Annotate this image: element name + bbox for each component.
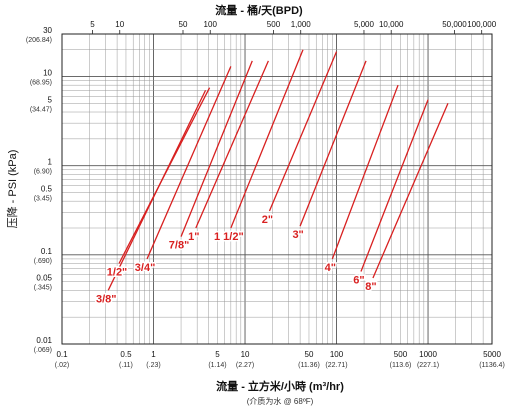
top-axis: 5 10 50 100 500 1,000 5,000 10,000 50,000 100,000 — [90, 20, 497, 34]
x-tick-sublabel: (.23) — [146, 362, 160, 369]
series-line — [180, 60, 253, 237]
x-tick-label: 0.1 — [56, 350, 68, 359]
series-label: 3" — [292, 229, 303, 241]
top-tick-label: 10,000 — [379, 20, 404, 29]
series-lines — [107, 49, 449, 291]
x-tick-label: 10 — [241, 350, 250, 359]
x-tick-sublabel: (1.14) — [208, 362, 226, 369]
top-tick-label: 5,000 — [354, 20, 375, 29]
x-axis-note: (介质为水 @ 68ºF) — [247, 396, 314, 406]
series-line — [230, 49, 304, 229]
y-tick-label: 5 — [48, 95, 53, 104]
series-line — [268, 51, 338, 212]
series-label: 3/4" — [135, 262, 156, 274]
series-line — [195, 60, 269, 229]
x-tick-sublabel: (.11) — [119, 362, 133, 369]
top-tick-label: 10 — [115, 20, 124, 29]
y-tick-sublabel: (34.47) — [30, 106, 52, 113]
top-tick-label: 500 — [267, 20, 281, 29]
series-line — [331, 84, 399, 260]
top-tick-label: 100,000 — [467, 20, 496, 29]
y-tick-label: 0.5 — [41, 185, 53, 194]
x-tick-sublabel: (2.27) — [236, 362, 254, 369]
x-tick-label: 100 — [330, 350, 344, 359]
chart-title: 流量 - 桶/天(BPD) — [215, 3, 303, 17]
series-label: 4" — [325, 262, 336, 274]
y-tick-label: 30 — [43, 26, 52, 35]
x-tick-label: 5000 — [483, 350, 501, 359]
series-label: 2" — [262, 214, 273, 226]
y-tick-sublabel: (68.95) — [30, 80, 52, 87]
y-tick-label: 0.01 — [36, 336, 52, 345]
x-tick-sublabel: (11.36) — [298, 362, 320, 369]
y-tick-sublabel: (3.45) — [34, 196, 52, 203]
plot-frame — [61, 33, 493, 345]
series-label: 7/8" — [169, 240, 190, 252]
y-tick-label: 10 — [43, 69, 52, 78]
series-line — [360, 99, 429, 272]
y-axis-title: 压降 - PSI (kPa) — [5, 150, 19, 229]
series-line — [146, 66, 232, 260]
y-tick-sublabel: (.069) — [34, 347, 52, 354]
top-tick-label: 1,000 — [291, 20, 312, 29]
top-tick-label: 5 — [90, 20, 95, 29]
x-tick-label: 0.5 — [120, 350, 132, 359]
series-line — [118, 87, 211, 264]
x-axis: 0.1 (.02) 0.5 (.11) 1 (.23) 5 (1.14) 10 (2.27) 50 (… — [55, 350, 505, 369]
series-label: 3/8" — [96, 293, 117, 305]
x-tick-sublabel: (.02) — [55, 362, 69, 369]
grid — [61, 33, 493, 345]
y-tick-label: 0.1 — [41, 247, 53, 256]
y-tick-sublabel: (206.84) — [26, 37, 52, 44]
x-tick-label: 1 — [151, 350, 156, 359]
top-tick-label: 50,000 — [442, 20, 467, 29]
x-tick-sublabel: (113.6) — [390, 362, 412, 369]
x-tick-sublabel: (1136.4) — [479, 362, 505, 369]
series-line — [372, 103, 449, 279]
top-tick-label: 100 — [204, 20, 218, 29]
series-label: 1 1/2" — [214, 231, 244, 243]
x-tick-label: 1000 — [419, 350, 437, 359]
y-tick-label: 1 — [48, 158, 53, 167]
series-label: 6" — [353, 275, 364, 287]
series-label: 1" — [188, 231, 199, 243]
x-tick-label: 5 — [215, 350, 220, 359]
series-label: 1/2" — [107, 266, 128, 278]
series-label: 8" — [365, 281, 376, 293]
y-tick-label: 0.05 — [36, 274, 52, 283]
x-axis-title: 流量 - 立方米/小時 (m³/hr) — [216, 379, 344, 393]
series-labels: 3/8" 1/2" 3/4" 7/8"1" 1 1/2" 2" 3" 4" 6"8" — [94, 213, 378, 307]
x-tick-label: 50 — [305, 350, 314, 359]
top-tick-label: 50 — [179, 20, 188, 29]
y-tick-sublabel: (.690) — [34, 258, 52, 265]
y-axis: 30 (206.84) 10 (68.95) 5 (34.47) 1 (6.90) 0.5 (3.… — [26, 26, 53, 354]
series-line — [299, 60, 367, 227]
x-tick-sublabel: (22.71) — [325, 362, 347, 369]
x-tick-sublabel: (227.1) — [417, 362, 439, 369]
y-tick-sublabel: (.345) — [34, 285, 52, 292]
x-tick-label: 500 — [394, 350, 408, 359]
y-tick-sublabel: (6.90) — [34, 169, 52, 176]
